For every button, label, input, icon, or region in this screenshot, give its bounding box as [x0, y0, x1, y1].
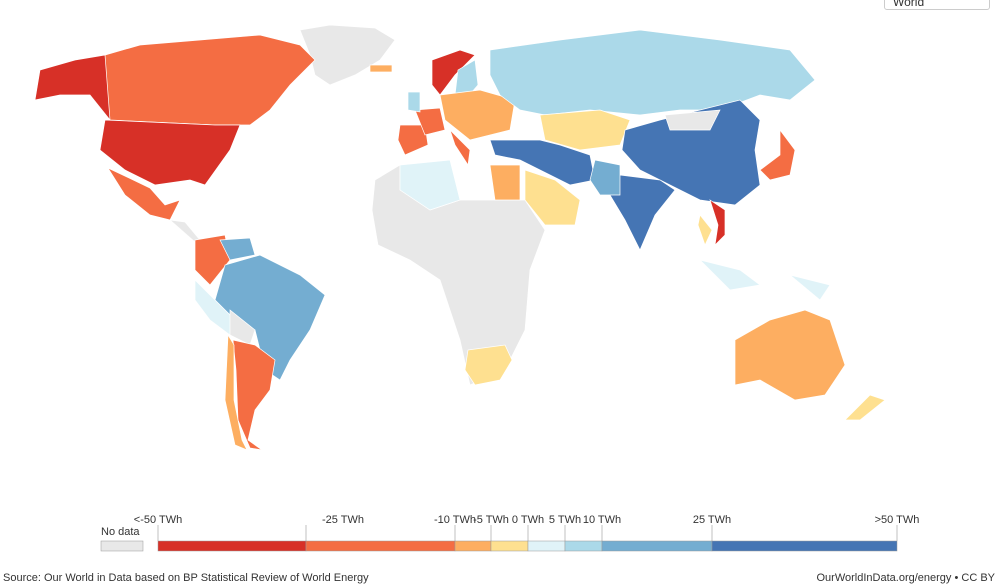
legend-label: 0 TWh [512, 514, 544, 526]
country [194, 234, 231, 286]
country [709, 199, 726, 246]
country [759, 128, 796, 181]
country [621, 99, 761, 206]
legend-label: 5 TWh [549, 514, 581, 526]
country [489, 29, 816, 116]
country [734, 309, 846, 401]
no-data-label: No data [101, 526, 140, 538]
legend-bin [305, 540, 456, 552]
country [524, 169, 581, 226]
country [431, 49, 476, 96]
legend-label: 10 TWh [583, 514, 621, 526]
country [99, 34, 316, 126]
country [449, 129, 471, 166]
country [369, 64, 393, 73]
country [34, 54, 111, 122]
country [414, 107, 446, 136]
legend-bin [601, 540, 713, 552]
legend-label: 25 TWh [693, 514, 731, 526]
country [107, 167, 181, 221]
country [232, 339, 276, 451]
legend-bin [454, 540, 492, 552]
country [698, 259, 761, 291]
country [399, 159, 461, 211]
country [489, 139, 596, 186]
legend-label: -25 TWh [322, 514, 364, 526]
country [609, 174, 676, 251]
legend-bin [157, 540, 307, 552]
country [439, 89, 516, 141]
source: Source: Our World in Data based on BP St… [3, 572, 369, 584]
world-map [34, 24, 886, 451]
legend-label: -10 TWh [434, 514, 476, 526]
legend-bin [527, 540, 566, 552]
legend-bin [711, 540, 898, 552]
country [99, 119, 241, 186]
country [224, 333, 248, 451]
license: OurWorldInData.org/energy • CC BY [817, 572, 996, 584]
no-data-swatch [100, 540, 144, 552]
country [789, 274, 831, 301]
legend-label: -5 TWh [473, 514, 509, 526]
country [219, 237, 256, 261]
region-selector[interactable]: World [884, 0, 990, 10]
legend-bin [564, 540, 603, 552]
country [168, 219, 201, 243]
country [489, 164, 521, 201]
legend: <-50 TWh -25 TWh -10 TWh-5 TWh 0 TWh 5 TWh 10… [134, 514, 920, 552]
country [299, 24, 396, 86]
legend-label: >50 TWh [875, 514, 920, 526]
country [407, 91, 421, 113]
country [464, 344, 513, 386]
country [539, 109, 631, 151]
legend-label: <-50 TWh [134, 514, 182, 526]
country [844, 394, 886, 421]
country [697, 214, 713, 246]
legend-bin [490, 540, 529, 552]
country [589, 159, 621, 196]
country [664, 109, 721, 131]
